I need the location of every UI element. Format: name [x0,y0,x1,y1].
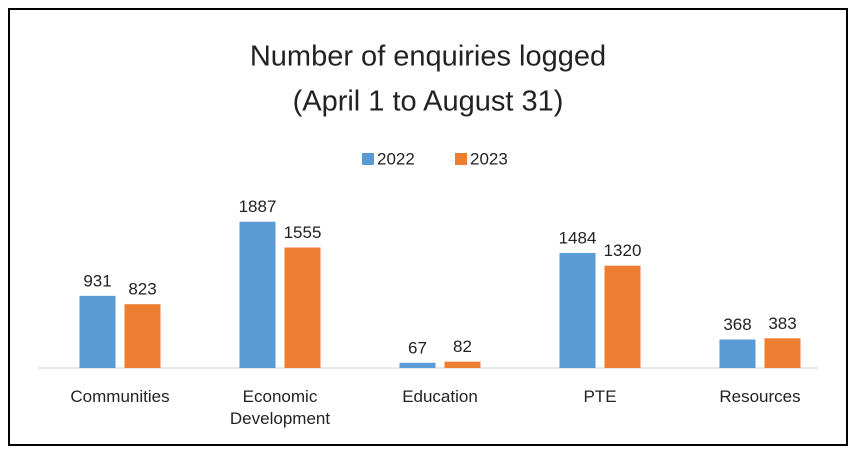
bar [399,362,436,368]
bar [559,252,596,368]
bar [604,265,641,368]
x-tick-label: Economic Development [229,387,331,428]
x-tick-label: PTE [583,387,617,406]
bar [124,304,161,368]
data-label: 1320 [604,241,642,260]
data-label: 1555 [284,223,322,242]
chart-title: Number of enquiries logged [250,41,606,73]
data-label: 1887 [239,197,277,216]
data-label: 82 [453,337,472,356]
x-tick-label: Resources [719,387,801,406]
legend-swatch [455,153,467,165]
bar [284,247,321,368]
bar [444,361,481,368]
data-label: 931 [83,271,111,290]
legend-label: 2023 [470,149,508,168]
x-tick-label: Communities [70,387,170,406]
data-label: 1484 [559,228,597,247]
data-label: 67 [408,338,427,357]
bar [719,339,756,368]
chart-border [8,8,848,446]
bar [79,295,116,368]
legend-swatch [362,153,374,165]
data-label: 368 [723,315,751,334]
bar [239,221,276,368]
data-label: 383 [768,314,796,333]
x-tick-label: Education [402,387,478,406]
chart-subtitle: (April 1 to August 31) [293,86,564,118]
data-label: 823 [128,280,156,299]
bar [764,338,801,368]
legend-label: 2022 [377,149,415,168]
